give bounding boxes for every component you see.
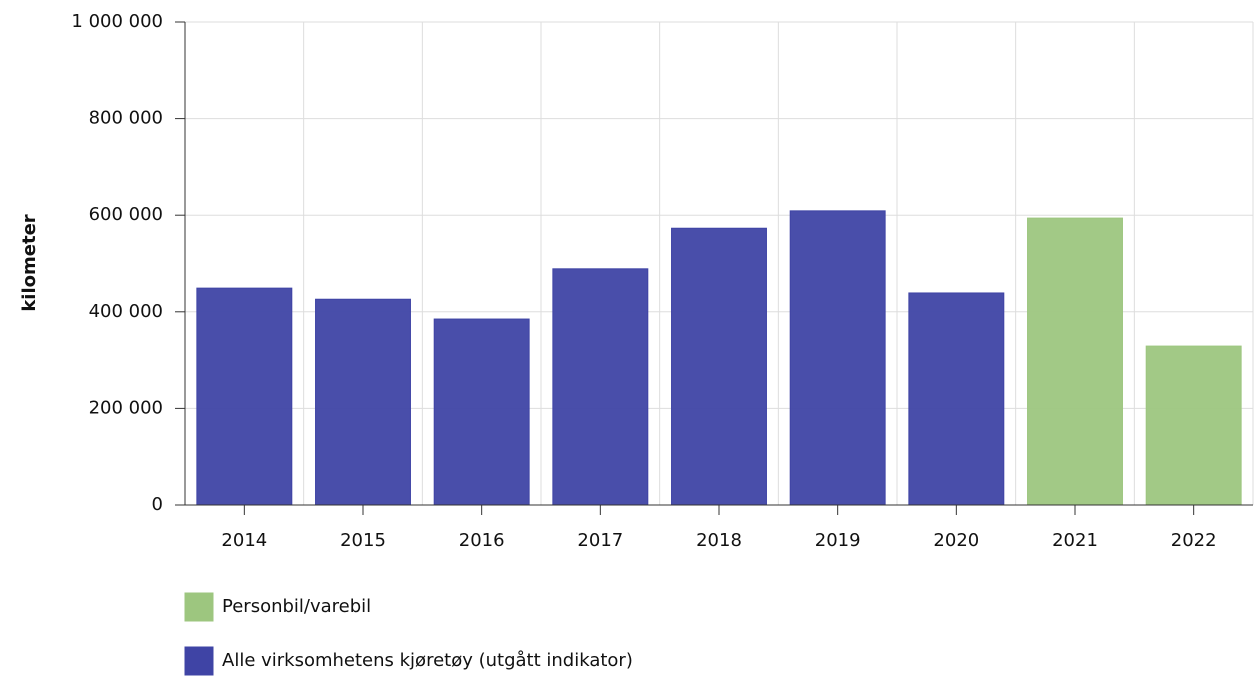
bar bbox=[433, 318, 530, 506]
x-tick-label: 2020 bbox=[933, 530, 979, 551]
x-tick-label: 2016 bbox=[459, 530, 505, 551]
bar bbox=[1027, 217, 1123, 506]
legend-swatch bbox=[184, 592, 214, 622]
legend-label: Personbil/varebil bbox=[222, 596, 371, 617]
x-tick-label: 2017 bbox=[577, 530, 623, 551]
x-tick-label: 2014 bbox=[221, 530, 267, 551]
y-tick-label: 200 000 bbox=[89, 397, 163, 418]
bar bbox=[552, 268, 649, 506]
legend-swatch bbox=[184, 646, 214, 676]
y-tick-label: 600 000 bbox=[89, 204, 163, 225]
x-tick-label: 2015 bbox=[340, 530, 386, 551]
y-tick-label: 800 000 bbox=[89, 108, 163, 129]
x-tick-label: 2022 bbox=[1171, 530, 1217, 551]
bar bbox=[908, 292, 1005, 506]
bar bbox=[789, 210, 886, 506]
bar bbox=[196, 287, 293, 506]
x-tick-label: 2018 bbox=[696, 530, 742, 551]
y-tick-label: 0 bbox=[152, 494, 163, 515]
bar bbox=[315, 298, 411, 506]
x-tick-label: 2021 bbox=[1052, 530, 1098, 551]
bar bbox=[671, 227, 767, 506]
y-axis-label: kilometer bbox=[19, 214, 40, 311]
y-tick-label: 400 000 bbox=[89, 301, 163, 322]
y-tick-label: 1 000 000 bbox=[71, 11, 163, 32]
x-tick-label: 2019 bbox=[815, 530, 861, 551]
bar bbox=[1145, 345, 1242, 506]
legend-label: Alle virksomhetens kjøretøy (utgått indi… bbox=[222, 650, 633, 671]
